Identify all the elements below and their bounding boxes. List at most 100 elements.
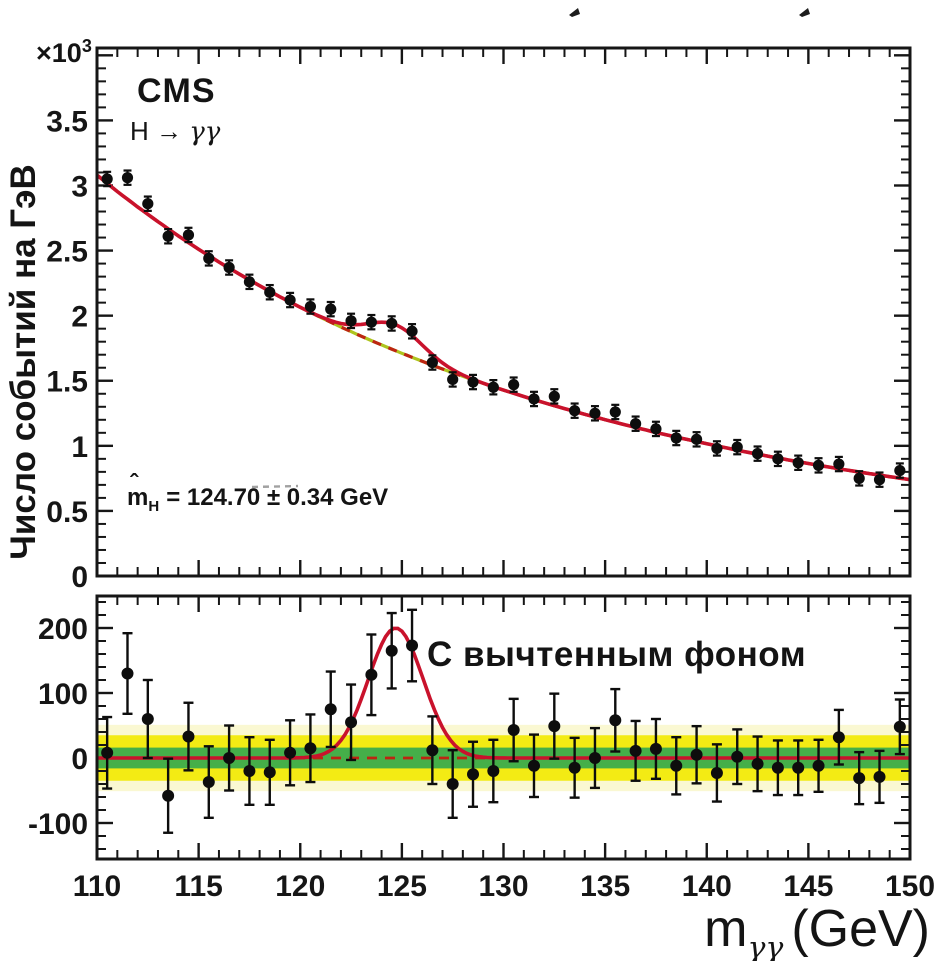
- data-point: [670, 432, 682, 444]
- data-point: [508, 379, 520, 391]
- data-point: [751, 448, 764, 460]
- y-tick-label-top: 3: [71, 170, 88, 203]
- x-tick-label: 135: [580, 870, 630, 903]
- data-point: [853, 472, 865, 484]
- data-point: [467, 376, 479, 388]
- data-point: [101, 746, 114, 759]
- data-point: [670, 759, 683, 772]
- x-tick-label: 130: [478, 870, 528, 903]
- data-point: [771, 761, 784, 774]
- x-tick-label: 140: [682, 870, 732, 903]
- data-point: [203, 252, 215, 264]
- data-point: [142, 198, 154, 210]
- data-point: [284, 294, 296, 306]
- data-point: [792, 457, 804, 469]
- data-point: [304, 742, 317, 755]
- data-point: [426, 356, 438, 369]
- data-point: [487, 765, 500, 777]
- y-tick-label-bottom: 100: [38, 678, 88, 711]
- data-point: [467, 768, 480, 781]
- data-point: [609, 714, 622, 727]
- bottom-panel: [95, 594, 912, 861]
- top-frame: [95, 46, 912, 578]
- x-axis-title: mγγ (GeV): [704, 899, 930, 961]
- x-tick-label: 120: [275, 870, 325, 903]
- data-point: [345, 315, 357, 327]
- data-point: [894, 464, 906, 477]
- signal-plus-background-curve: [95, 173, 911, 482]
- data-point: [365, 668, 378, 681]
- data-point: [568, 761, 581, 774]
- data-point: [528, 393, 540, 405]
- data-point: [162, 230, 174, 242]
- y-tick-label-top: 2.5: [46, 236, 88, 269]
- data-point: [507, 724, 520, 737]
- data-point: [182, 730, 195, 743]
- data-point: [588, 752, 601, 764]
- data-point: [386, 317, 398, 330]
- y-tick-label-top: 3.5: [46, 105, 88, 138]
- scan-artifact-speck: [569, 8, 580, 17]
- process-prefix: H →: [130, 116, 190, 146]
- data-point: [751, 757, 764, 770]
- x-tick-label: 150: [885, 870, 935, 903]
- data-point: [325, 303, 337, 315]
- data-point: [630, 418, 642, 430]
- data-point: [731, 750, 744, 763]
- data-point: [893, 720, 906, 733]
- data-point: [162, 789, 175, 802]
- data-point: [223, 261, 235, 274]
- x-title-gammas: γγ: [747, 931, 784, 961]
- data-point: [812, 459, 825, 471]
- x-title-m: m: [704, 900, 748, 958]
- y-tick-label-top: 2: [71, 301, 88, 334]
- data-point: [141, 713, 154, 725]
- background-only-curve-underlay: [95, 173, 911, 482]
- scan-artifact-speck: [799, 8, 810, 17]
- data-point: [385, 644, 398, 657]
- data-point: [284, 746, 297, 759]
- scan-artifacts: [251, 8, 810, 489]
- data-point: [873, 474, 886, 486]
- data-point: [426, 744, 439, 757]
- y-tick-label-bottom: -100: [28, 808, 88, 841]
- top-panel: [95, 46, 912, 578]
- x-tick-label: 110: [73, 870, 121, 903]
- y-tick-label-top: 0: [71, 561, 88, 594]
- y-axis-multiplier: ×103: [36, 36, 92, 69]
- data-point: [812, 759, 825, 772]
- data-point: [690, 433, 703, 445]
- experiment-title: CMS: [137, 72, 216, 110]
- data-point: [853, 772, 866, 785]
- data-point: [406, 325, 418, 337]
- data-point: [264, 286, 276, 298]
- data-point: [223, 752, 236, 764]
- x-tick-label: 115: [174, 870, 222, 903]
- data-point: [447, 373, 459, 386]
- data-point: [527, 759, 540, 772]
- mass-measurement-annotation: m ˆ H = 124.70 ± 0.34 GeV: [127, 470, 388, 515]
- data-point: [243, 765, 256, 777]
- data-point: [243, 276, 256, 288]
- mass-subscript: H: [148, 497, 160, 515]
- data-point: [649, 742, 662, 755]
- data-point: [446, 778, 459, 790]
- data-point: [548, 390, 560, 402]
- data-point: [121, 667, 134, 680]
- data-point: [263, 766, 276, 779]
- data-point: [711, 442, 723, 455]
- axis-tick-labels: 110 115 120 125 130 135 140 145 150 0 0.5 1 1.5 2 2.5 3…: [28, 105, 935, 903]
- data-point: [731, 441, 743, 453]
- x-tick-label: 145: [783, 870, 833, 903]
- y-axis-title: Число событий на ГэВ: [4, 164, 43, 560]
- x-title-unit: (GeV): [791, 900, 930, 958]
- background-only-curve: [95, 173, 911, 482]
- data-point: [202, 776, 215, 789]
- data-point: [650, 423, 662, 435]
- data-point: [832, 731, 845, 744]
- y-tick-label-bottom: 200: [38, 613, 88, 646]
- data-point: [609, 406, 621, 418]
